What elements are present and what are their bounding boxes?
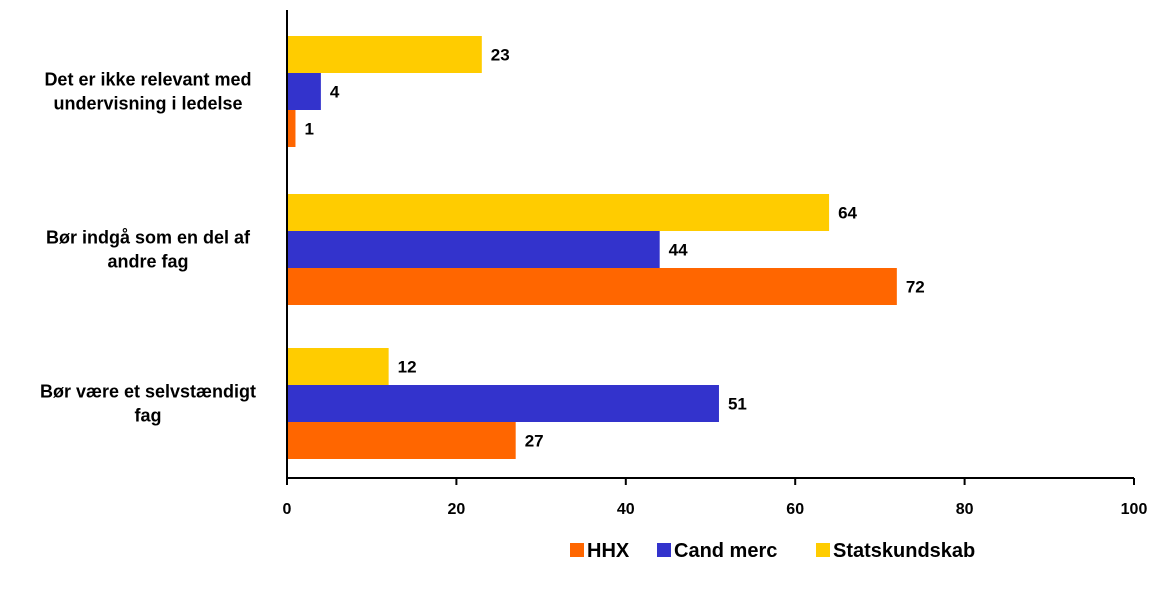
- x-tick-label: 60: [786, 501, 804, 518]
- value-label: 27: [525, 432, 544, 451]
- category-label-line: andre fag: [107, 252, 188, 272]
- bar-hhx-3: [287, 422, 516, 459]
- category-label-line: fag: [135, 406, 162, 426]
- category-label-line: Bør indgå som en del af: [46, 228, 251, 248]
- category-label: Bør indgå som en del af andre fag: [46, 228, 251, 272]
- value-label: 23: [491, 46, 510, 65]
- bar-hhx-2: [287, 268, 897, 305]
- value-label: 44: [669, 241, 688, 260]
- legend-swatch: [570, 543, 584, 557]
- value-labels-layer: 23 41 64 44 72 12 51 27: [304, 46, 924, 451]
- x-tick-label: 100: [1121, 501, 1148, 518]
- legend-swatch: [816, 543, 830, 557]
- bar-hhx-1: [287, 110, 296, 147]
- x-tick-label: 80: [956, 501, 974, 518]
- x-tick-label: 20: [448, 501, 466, 518]
- bar-statskundskab-1: [287, 36, 482, 73]
- legend: HHX Cand merc Statskundskab: [570, 540, 975, 562]
- category-label: Bør være et selvstændigt fag: [40, 382, 256, 426]
- category-label-line: Bør være et selvstændigt: [40, 382, 256, 402]
- x-tick-label: 0: [283, 501, 292, 518]
- bar-cand-merc-3: [287, 385, 719, 422]
- x-tick-label: 40: [617, 501, 635, 518]
- value-label: 1: [304, 120, 313, 139]
- x-ticks-layer: 0 20 40 60 80 100: [283, 478, 1148, 518]
- legend-swatch: [657, 543, 671, 557]
- category-label: Det er ikke relevant med undervisning i l…: [44, 70, 251, 114]
- category-label-line: Det er ikke relevant med: [44, 70, 251, 90]
- value-label: 51: [728, 395, 747, 414]
- legend-label: Statskundskab: [833, 540, 975, 562]
- value-label: 72: [906, 278, 925, 297]
- bar-cand-merc-2: [287, 231, 660, 268]
- legend-label: Cand merc: [674, 540, 777, 562]
- category-labels-layer: Det er ikke relevant med undervisning i l…: [40, 70, 256, 426]
- value-label: 4: [330, 83, 340, 102]
- legend-label: HHX: [587, 540, 630, 562]
- bar-statskundskab-3: [287, 348, 389, 385]
- bar-cand-merc-1: [287, 73, 321, 110]
- bars-layer: [287, 36, 897, 459]
- value-label: 64: [838, 204, 857, 223]
- bar-statskundskab-2: [287, 194, 830, 231]
- value-label: 12: [398, 358, 417, 377]
- category-label-line: undervisning i ledelse: [53, 94, 242, 114]
- axes-layer: [286, 10, 1134, 479]
